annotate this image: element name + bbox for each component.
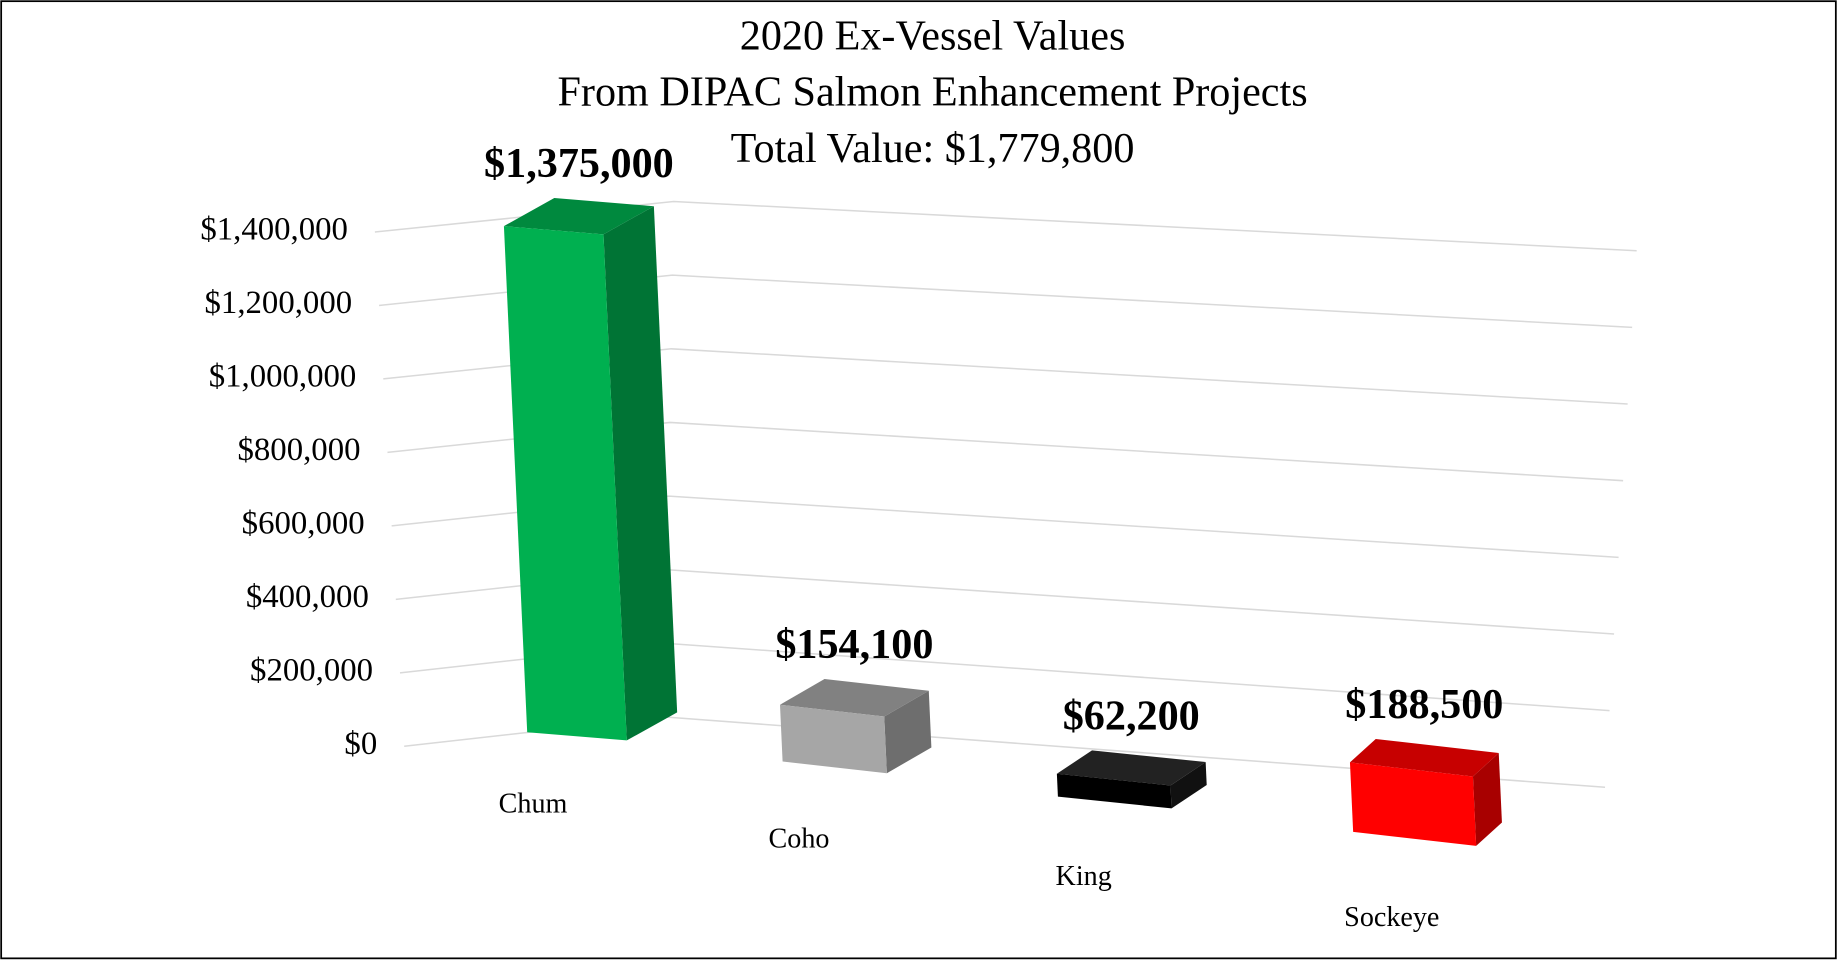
y-tick-label: $1,200,000: [205, 285, 353, 321]
y-tick-label: $600,000: [242, 505, 365, 541]
y-tick-label: $1,000,000: [209, 358, 357, 394]
bar-side: [1472, 753, 1502, 846]
y-tick-label: $800,000: [238, 432, 361, 468]
data-label: $154,100: [775, 621, 933, 668]
bar: [779, 704, 887, 774]
bar-top: [503, 198, 654, 235]
y-tick-label: $200,000: [250, 652, 373, 688]
x-tick-label: King: [1056, 861, 1112, 892]
data-label: $1,375,000: [484, 140, 674, 187]
grid-line: [383, 348, 1628, 405]
grid-line: [387, 421, 1624, 482]
y-tick-label: $400,000: [246, 579, 369, 615]
x-tick-label: Sockeye: [1344, 902, 1439, 933]
bar-side: [884, 690, 932, 774]
x-tick-label: Chum: [499, 788, 568, 819]
bar-side: [603, 206, 678, 741]
bar-top: [1056, 750, 1206, 786]
data-label: $188,500: [1345, 681, 1503, 728]
bar: [503, 226, 627, 741]
y-tick-label: $1,400,000: [200, 212, 348, 248]
bar: [1056, 773, 1172, 809]
grid-line: [374, 200, 1637, 252]
chart-subtitle: Total Value: $1,779,800: [731, 125, 1135, 172]
bar: [1349, 762, 1477, 846]
chart-subtitle: From DIPAC Salmon Enhancement Projects: [557, 69, 1307, 116]
x-tick-label: Coho: [769, 824, 830, 855]
chart-title: 2020 Ex-Vessel Values: [740, 13, 1126, 60]
bar-top: [779, 679, 929, 717]
grid-line: [391, 495, 1619, 559]
y-tick-label: $0: [344, 726, 377, 762]
grid-line: [379, 274, 1633, 329]
bar-top: [1349, 739, 1499, 777]
bar-side: [1170, 762, 1207, 809]
data-label: $62,200: [1063, 693, 1200, 740]
